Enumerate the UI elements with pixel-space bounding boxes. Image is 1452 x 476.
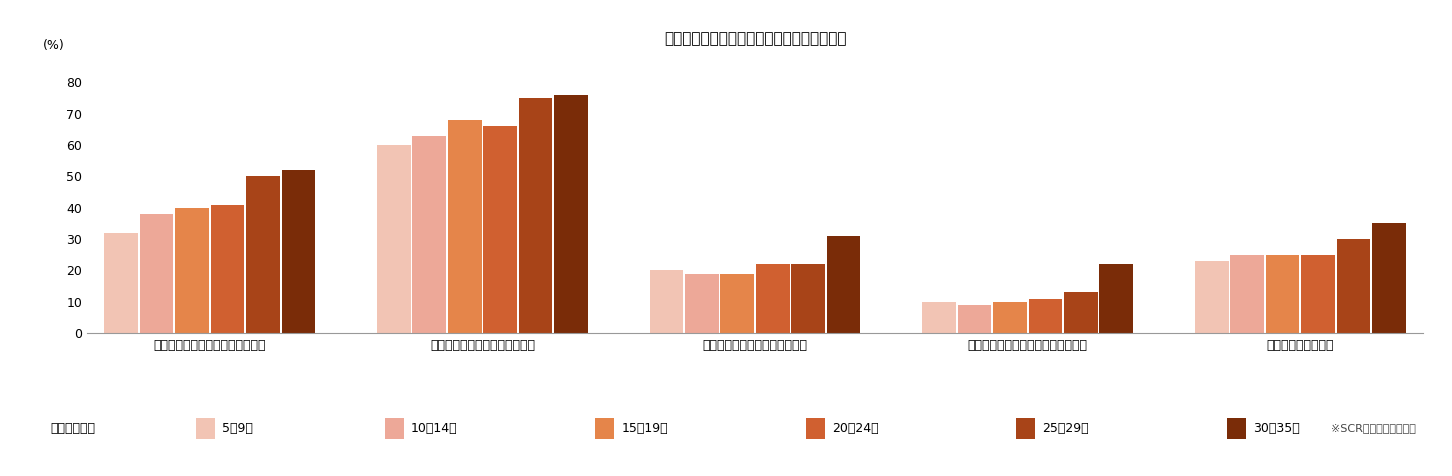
Text: ※SCR調査より女性のみ: ※SCR調査より女性のみ bbox=[1331, 423, 1416, 434]
Bar bbox=[791, 264, 825, 333]
Bar bbox=[649, 270, 684, 333]
Title: 幸福度スコア別スキンケアルーティン実施度: 幸福度スコア別スキンケアルーティン実施度 bbox=[664, 31, 847, 46]
Bar bbox=[1266, 255, 1300, 333]
Bar bbox=[1099, 264, 1133, 333]
Text: 15～19点: 15～19点 bbox=[621, 422, 668, 435]
Text: 10～14点: 10～14点 bbox=[411, 422, 457, 435]
Bar bbox=[555, 95, 588, 333]
Bar bbox=[484, 126, 517, 333]
Text: 幸福度スコア: 幸福度スコア bbox=[51, 422, 96, 435]
Bar bbox=[1230, 255, 1263, 333]
Bar bbox=[447, 120, 482, 333]
Bar bbox=[1301, 255, 1334, 333]
Bar bbox=[282, 170, 315, 333]
Text: 20～24点: 20～24点 bbox=[832, 422, 878, 435]
Bar bbox=[176, 208, 209, 333]
Bar bbox=[993, 302, 1027, 333]
Text: 25～29点: 25～29点 bbox=[1043, 422, 1089, 435]
Bar bbox=[1064, 292, 1098, 333]
Bar bbox=[211, 205, 244, 333]
Bar bbox=[826, 236, 861, 333]
Bar bbox=[378, 145, 411, 333]
Bar bbox=[139, 214, 173, 333]
Y-axis label: (%): (%) bbox=[44, 39, 64, 51]
Bar bbox=[720, 274, 754, 333]
Bar bbox=[922, 302, 955, 333]
Bar bbox=[756, 264, 790, 333]
Bar bbox=[1337, 239, 1371, 333]
Bar bbox=[518, 98, 552, 333]
Bar bbox=[247, 176, 280, 333]
Bar bbox=[105, 233, 138, 333]
Bar bbox=[958, 305, 992, 333]
Text: 30～35点: 30～35点 bbox=[1253, 422, 1300, 435]
Bar bbox=[1028, 299, 1063, 333]
Bar bbox=[1195, 261, 1228, 333]
Text: 5～9点: 5～9点 bbox=[222, 422, 253, 435]
Bar bbox=[685, 274, 719, 333]
Bar bbox=[1372, 223, 1406, 333]
Bar bbox=[412, 136, 446, 333]
